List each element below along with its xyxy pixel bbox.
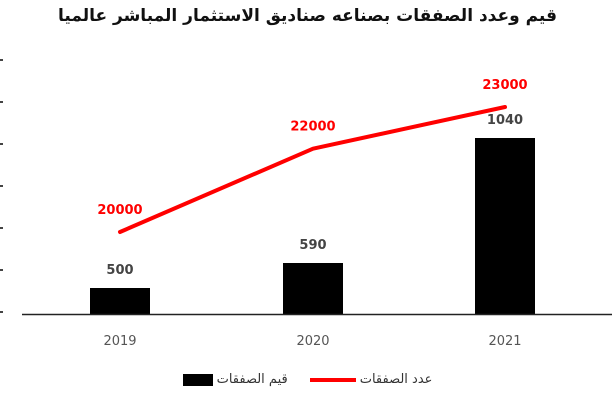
legend: عدد الصفقات قيم الصفقات	[0, 372, 615, 387]
bar-2019	[90, 288, 150, 314]
line-label-2020: 22000	[290, 120, 335, 135]
legend-label-line: عدد الصفقات	[359, 372, 433, 387]
legend-item-bar: قيم الصفقات	[182, 372, 288, 387]
bar-2021	[475, 138, 535, 314]
line-series	[118, 105, 507, 234]
x-tick-label-2021: 2021	[488, 334, 521, 349]
bar-label-2021: 1040	[487, 113, 523, 128]
x-tick-label-2020: 2020	[296, 334, 329, 349]
bar-label-2019: 500	[106, 263, 133, 278]
legend-swatch-line	[309, 377, 356, 382]
line-label-2021: 23000	[482, 78, 527, 93]
chart-title: قيم وعدد الصفقات بصناعه صناديق الاستثمار…	[58, 6, 557, 26]
x-tick-label-2019: 2019	[103, 334, 136, 349]
legend-item-line: عدد الصفقات	[309, 372, 433, 387]
legend-label-bar: قيم الصفقات	[216, 372, 288, 387]
legend-swatch-bar	[182, 373, 213, 386]
bar-2020	[283, 263, 343, 314]
bar-label-2020: 590	[299, 238, 326, 253]
line-label-2019: 20000	[97, 203, 142, 218]
